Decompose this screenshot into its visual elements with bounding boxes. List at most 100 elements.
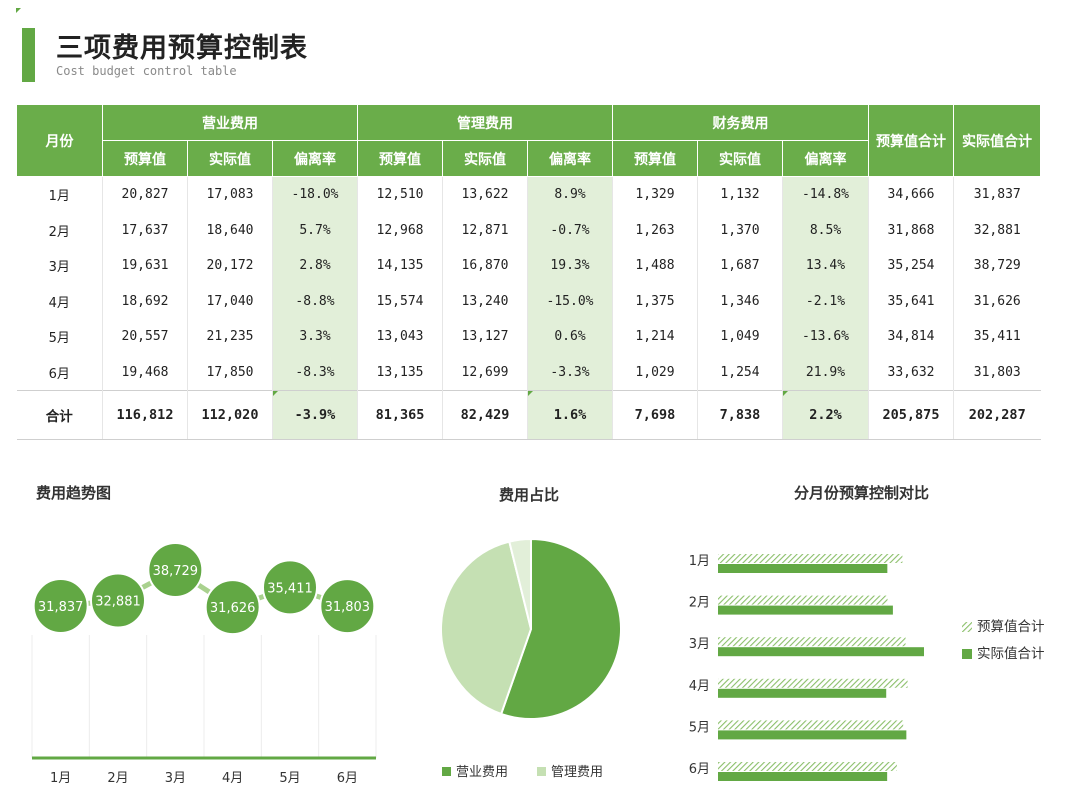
value-cell: 31,803: [953, 354, 1041, 391]
header-deviation: 偏离率: [527, 140, 613, 177]
value-cell: 19,468: [102, 354, 188, 391]
value-cell: 13,622: [442, 176, 528, 213]
legend-label: 实际值合计: [977, 646, 1045, 662]
deviation-cell: 3.3%: [272, 319, 358, 355]
value-cell: 12,510: [357, 176, 443, 213]
value-cell: 112,020: [187, 390, 273, 440]
table-body: 1月 20,827 17,083 -18.0% 12,510 13,622 8.9% 1,32…: [16, 176, 1041, 440]
trend-chart: 31,837 32,881 38,729 31,626 35,411 31,803 1月 2月…: [31, 542, 377, 786]
value-cell: 12,699: [442, 354, 528, 391]
y-tick-label: 2月: [689, 596, 710, 611]
header-group-finance: 财务费用: [612, 104, 869, 141]
value-cell: 116,812: [102, 390, 188, 440]
deviation-cell: -3.9%: [272, 390, 358, 440]
value-cell: 1,687: [697, 248, 783, 284]
value-cell: 19,631: [102, 248, 188, 284]
value-cell: 205,875: [868, 390, 954, 440]
value-cell: 31,837: [953, 176, 1041, 213]
value-cell: 13,240: [442, 283, 528, 319]
deviation-cell: 19.3%: [527, 248, 613, 284]
header-actual: 实际值: [697, 140, 783, 177]
value-cell: 15,574: [357, 283, 443, 319]
corner-mark: [16, 8, 21, 13]
bar-budget: [718, 720, 904, 730]
y-tick-label: 4月: [689, 679, 710, 694]
value-cell: 20,172: [187, 248, 273, 284]
value-cell: 32,881: [953, 212, 1041, 248]
page-title: 三项费用预算控制表: [56, 33, 308, 64]
deviation-cell: 0.6%: [527, 319, 613, 355]
value-cell: 1,370: [697, 212, 783, 248]
data-label: 35,411: [267, 581, 313, 596]
value-cell: 202,287: [953, 390, 1041, 440]
row-label: 4月: [48, 295, 70, 311]
deviation-cell: -8.8%: [272, 283, 358, 319]
trend-chart-title: 费用趋势图: [36, 484, 112, 502]
row-label: 合计: [16, 390, 103, 440]
data-label: 31,626: [210, 601, 256, 616]
title-accent-bar: [22, 28, 35, 82]
data-point: [32, 578, 89, 634]
value-cell: 33,632: [868, 354, 954, 391]
header-budget: 预算值: [102, 140, 188, 177]
table-row: 2月 17,637 18,640 5.7% 12,968 12,871 -0.7% 1,263…: [17, 212, 1041, 248]
header-month: 月份: [16, 104, 103, 177]
bar-actual: [718, 688, 887, 698]
value-cell: 35,641: [868, 283, 954, 319]
deviation-cell: 21.9%: [782, 354, 869, 391]
data-point: [262, 559, 318, 616]
y-tick-label: 3月: [689, 637, 710, 652]
table-row: 6月 19,468 17,850 -8.3% 13,135 12,699 -3.3% 1,02…: [17, 354, 1041, 391]
value-cell: 7,698: [612, 390, 698, 440]
header-group-admin: 管理费用: [357, 104, 613, 141]
value-cell: 17,850: [187, 354, 273, 391]
table-row: 5月 20,557 21,235 3.3% 13,043 13,127 0.6% 1,214 1…: [17, 319, 1041, 355]
value-cell: 35,254: [868, 248, 954, 284]
value-cell: 14,135: [357, 248, 443, 284]
bar-actual: [718, 647, 924, 657]
legend-swatch: [537, 767, 546, 776]
value-cell: 17,637: [102, 212, 188, 248]
pie-chart-title: 费用占比: [499, 486, 560, 504]
value-cell: 12,871: [442, 212, 528, 248]
bar-budget: [718, 595, 888, 605]
value-cell: 13,043: [357, 319, 443, 355]
header-group-sales: 营业费用: [102, 104, 358, 141]
data-point: [90, 572, 146, 629]
y-tick-label: 6月: [689, 762, 710, 777]
header-actual: 实际值: [187, 140, 273, 177]
value-cell: 82,429: [442, 390, 528, 440]
row-label: 6月: [48, 366, 70, 382]
bar-budget: [718, 678, 908, 688]
value-cell: 20,827: [102, 176, 188, 213]
legend-label: 预算值合计: [977, 619, 1045, 635]
row-label: 1月: [48, 189, 70, 205]
pie-slice: [508, 537, 532, 630]
row-label: 2月: [48, 224, 70, 240]
value-cell: 20,557: [102, 319, 188, 355]
data-point: [204, 579, 261, 636]
deviation-cell: 5.7%: [272, 212, 358, 248]
header-budget: 预算值: [357, 140, 443, 177]
row-label: 3月: [48, 260, 70, 276]
deviation-cell: 1.6%: [527, 390, 613, 440]
header-actual-total: 实际值合计: [953, 104, 1041, 177]
table-row: 1月 20,827 17,083 -18.0% 12,510 13,622 8.9% 1,32…: [17, 176, 1041, 213]
deviation-cell: 8.9%: [527, 176, 613, 213]
value-cell: 1,132: [697, 176, 783, 213]
deviation-cell: -0.7%: [527, 212, 613, 248]
bar-actual: [718, 772, 888, 781]
value-cell: 1,346: [697, 283, 783, 319]
value-cell: 16,870: [442, 248, 528, 284]
header-deviation: 偏离率: [782, 140, 869, 177]
deviation-cell: 8.5%: [782, 212, 869, 248]
value-cell: 13,135: [357, 354, 443, 391]
x-tick-label: 3月: [165, 771, 186, 786]
value-cell: 18,692: [102, 283, 188, 319]
value-cell: 17,083: [187, 176, 273, 213]
deviation-cell: -3.3%: [527, 354, 613, 391]
value-cell: 1,375: [612, 283, 698, 319]
bar-budget: [718, 554, 903, 563]
x-tick-label: 6月: [337, 771, 358, 786]
